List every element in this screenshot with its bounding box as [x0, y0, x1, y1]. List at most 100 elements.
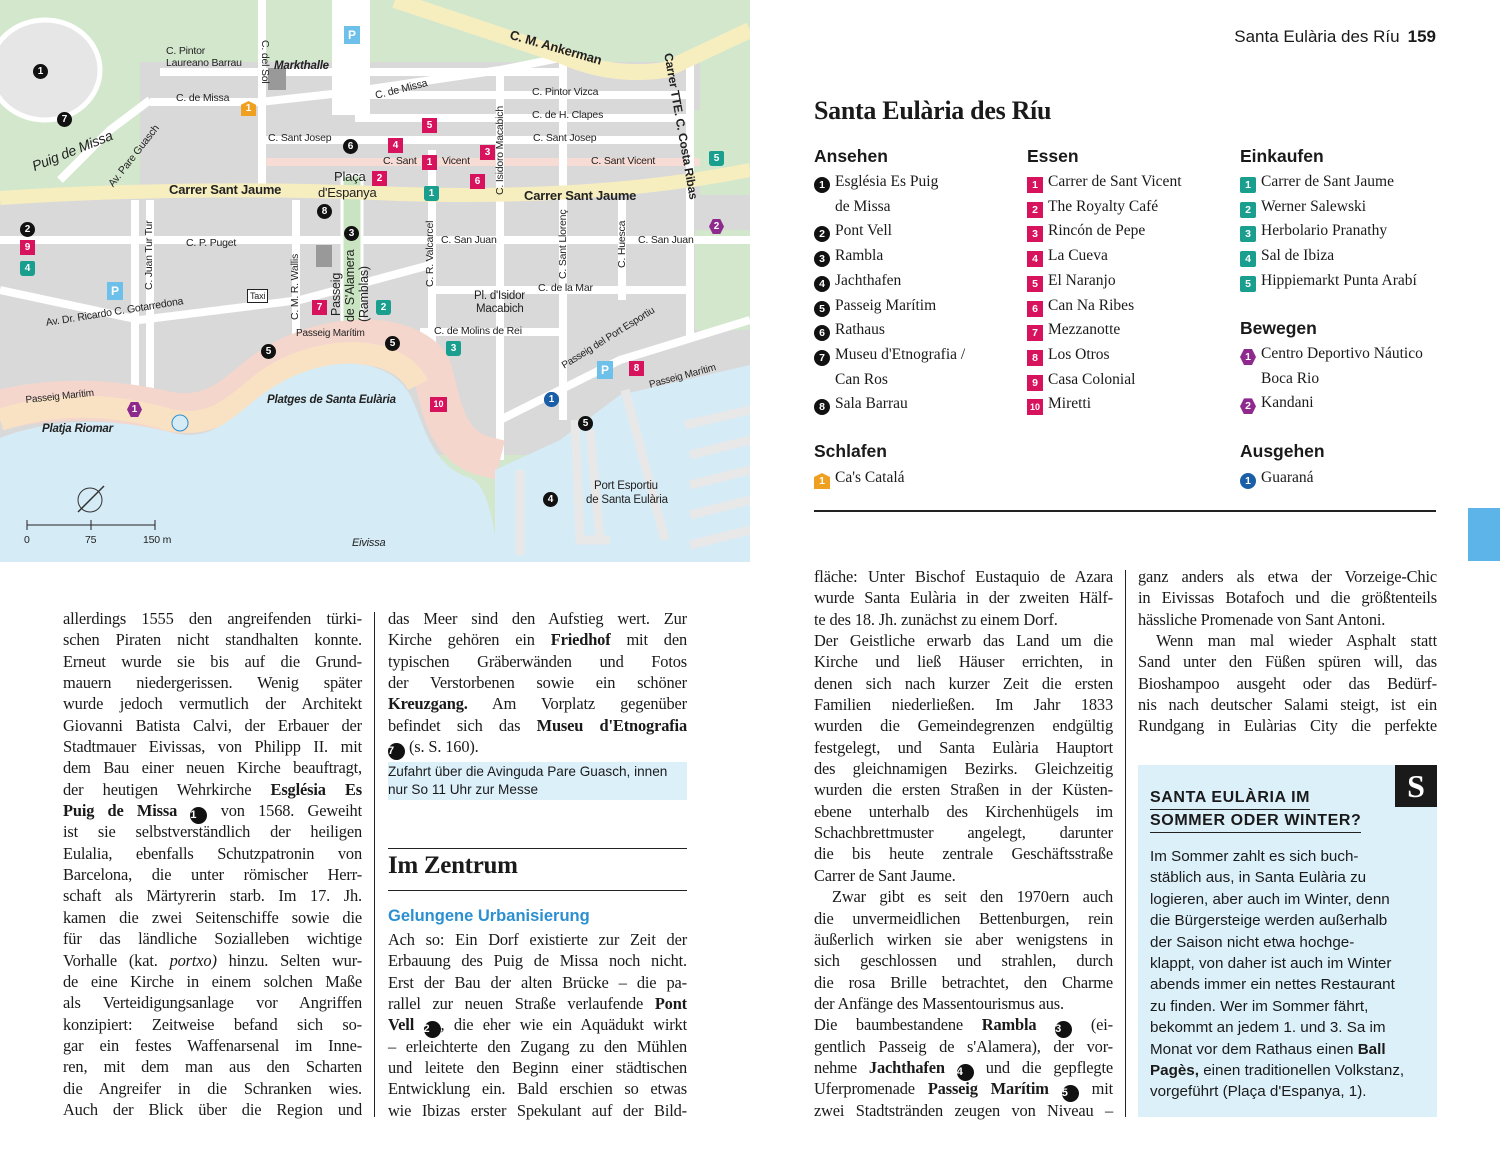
- eat-marker[interactable]: 8: [629, 361, 644, 376]
- legend-item: 6 Can Na Ribes: [1027, 294, 1182, 319]
- text-line: klappt, von daher ist auch im Winter: [1150, 955, 1392, 973]
- shop-number-icon: 5: [1240, 275, 1256, 292]
- text-line: gentlich Passeig de s'Alamera), der vor-: [814, 1036, 1113, 1056]
- text-line: Zwar gibt es seit den 1970ern auch: [832, 887, 1113, 907]
- map-label: Plaça: [334, 169, 366, 184]
- legend-item: 2 Werner Salewski: [1240, 195, 1417, 220]
- carrer-sant-jaume-road: [0, 163, 750, 205]
- bold-term: Pont: [654, 994, 687, 1014]
- italic-term: portxo): [169, 950, 217, 970]
- eat-marker[interactable]: 9: [20, 240, 35, 255]
- legend-heading-bewegen: Bewegen: [1240, 318, 1317, 338]
- eat-marker[interactable]: 2: [372, 171, 387, 186]
- post-office-building: [316, 245, 332, 267]
- text-line: Erneut wurde sie bis auf die Grund-: [63, 651, 362, 671]
- text-line: äußerlich wirken sie aber wenigstens in: [814, 929, 1113, 949]
- legend-item: 3 Herbolario Pranathy: [1240, 219, 1417, 244]
- map-label: C. Isidoro Macabich: [494, 106, 506, 195]
- text-column-1: allerdings 1555 den angreifenden türki-s…: [63, 608, 362, 1120]
- map-label: C. R. Valcarcel: [424, 220, 436, 287]
- activity-marker[interactable]: 1: [127, 402, 142, 417]
- text-line: Monat vor dem Rathaus einen Ball: [1150, 1039, 1404, 1060]
- text-line: Carrer de Sant Jaume.: [814, 865, 956, 885]
- eat-number-icon: 10: [1027, 399, 1043, 416]
- sight-marker[interactable]: 2: [20, 222, 35, 237]
- text-line: nehme Jachthafen 4 und die gepflegte: [814, 1057, 1113, 1081]
- sight-marker[interactable]: 5: [261, 344, 276, 359]
- map-label: C. Juan Tur Tur: [143, 220, 155, 290]
- text-line: kamen die zwei Seitenschiffe sowie die: [63, 907, 362, 927]
- text-column-2a: das Meer sind den Aufstieg wert. Zur Kirc…: [388, 608, 688, 761]
- eat-marker[interactable]: 7: [312, 300, 327, 315]
- legend-item: 1 Església Es Puig: [814, 170, 965, 195]
- legend-item-label: Hippiemarkt Punta Arabí: [1261, 271, 1417, 289]
- bold-term: Kreuzgang.: [388, 694, 468, 714]
- map-label: C. Pintor Vizca: [532, 86, 599, 98]
- legend-item: 5 El Naranjo: [1027, 269, 1182, 294]
- activity-marker[interactable]: 2: [709, 219, 724, 234]
- legend-item: 1 Centro Deportivo Náutico: [1240, 342, 1423, 367]
- harbor-water: [495, 365, 750, 562]
- text-line: zu finden. Wer im Sommer fährt,: [1150, 997, 1369, 1015]
- map-label: Platja Riomar: [42, 423, 113, 435]
- text-line: Rundgang in Eulàrias City die perfekte: [1138, 716, 1437, 736]
- text-line: Bioshampoo ausgeht oder das Bedürf-: [1138, 673, 1437, 693]
- text-line: bekommt an jedem 1. und 3. Sa im: [1150, 1019, 1386, 1037]
- sight-marker[interactable]: 5: [578, 416, 593, 431]
- sight-marker[interactable]: 4: [543, 492, 558, 507]
- text-line: te des 18. Jh. zunächst zu einem Dorf.: [814, 609, 1058, 629]
- legend-item: 3 Rambla: [814, 244, 965, 269]
- text-line: das Meer sind den Aufstieg wert. Zur: [388, 609, 687, 628]
- legend-heading-einkaufen: Einkaufen: [1240, 146, 1324, 166]
- eat-marker[interactable]: 6: [470, 174, 485, 189]
- nightlife-marker[interactable]: 1: [544, 392, 559, 407]
- shop-marker[interactable]: 2: [376, 300, 391, 315]
- legend-list-ausgehen: 1 Guaraná: [1240, 466, 1314, 491]
- shop-marker[interactable]: 5: [709, 151, 724, 166]
- shop-number-icon: 4: [1240, 251, 1256, 268]
- shop-marker[interactable]: 4: [20, 261, 35, 276]
- legend-item-label: La Cueva: [1048, 247, 1108, 265]
- map-label: Carrer Sant Jaume: [169, 182, 282, 197]
- map-label: Laureano Barrau: [166, 57, 242, 69]
- legend-item-label: Can Na Ribes: [1048, 296, 1135, 314]
- text-line: wurden die Gemeindegrenzen endgültig: [814, 716, 1113, 736]
- text-line: konzipiert: Zeitweise befand sich so-: [63, 1014, 362, 1034]
- text-line: die Bürgersteige werden außerhalb: [1150, 912, 1388, 930]
- legend-item-label: Rathaus: [835, 321, 885, 339]
- eat-marker[interactable]: 3: [480, 145, 495, 160]
- sight-marker[interactable]: 5: [385, 336, 400, 351]
- legend-list-ansehen: 1 Església Es Puig de Missa 2 Pont Vell 3 Ramb…: [814, 170, 965, 417]
- sight-marker[interactable]: 1: [33, 64, 48, 79]
- text-segment: [177, 801, 190, 820]
- map-label: C. de Molins de Rei: [434, 325, 522, 337]
- sight-marker[interactable]: 8: [317, 204, 332, 219]
- sight-marker[interactable]: 6: [343, 139, 358, 154]
- eat-marker[interactable]: 1: [422, 155, 437, 170]
- map-label: Passeig Marítim: [296, 328, 365, 339]
- parking-icon: P: [597, 361, 613, 379]
- tip-badge: S: [1395, 765, 1437, 807]
- text-line: Entwicklung ein. Bald erschien so etwas: [388, 1079, 687, 1099]
- shop-marker[interactable]: 3: [446, 341, 461, 356]
- eat-marker[interactable]: 4: [388, 138, 403, 153]
- bold-term: Museu d'Etnografia: [536, 715, 688, 735]
- ankerman-road: [392, 0, 750, 81]
- legend-item: 4 Sal de Ibiza: [1240, 244, 1417, 269]
- text-segment: Kirche gehören ein: [388, 630, 551, 650]
- text-segment: , die eher wie ein Aquädukt wirkt: [440, 1015, 688, 1035]
- legend-item-label: Mezzanotte: [1048, 321, 1121, 339]
- map-label: d'Espanya: [318, 185, 377, 200]
- page-title: Santa Eulària des Ríu: [814, 96, 1052, 125]
- eat-marker[interactable]: 10: [430, 397, 447, 412]
- hotel-marker[interactable]: 1: [241, 101, 256, 116]
- sight-marker[interactable]: 3: [344, 226, 359, 241]
- text-line: ist sie selbstverständlich der heiligen: [63, 822, 362, 842]
- eat-marker[interactable]: 5: [422, 118, 437, 133]
- text-line: Uferpromenade Passeig Marítim 5 mit: [814, 1078, 1113, 1103]
- map-label: C. de la Mar: [538, 282, 593, 294]
- sight-marker[interactable]: 7: [57, 112, 72, 127]
- map-label: Carrer Sant Jaume: [524, 188, 637, 203]
- beach: [0, 342, 428, 433]
- shop-marker[interactable]: 1: [424, 186, 439, 201]
